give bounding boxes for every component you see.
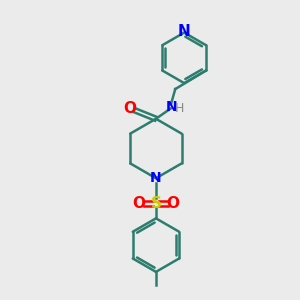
Text: O: O (167, 196, 179, 211)
Text: N: N (178, 24, 190, 39)
Text: N: N (166, 100, 178, 115)
Text: H: H (174, 103, 184, 116)
Text: S: S (150, 196, 161, 211)
Text: N: N (150, 171, 162, 185)
Text: O: O (124, 101, 136, 116)
Text: O: O (133, 196, 146, 211)
